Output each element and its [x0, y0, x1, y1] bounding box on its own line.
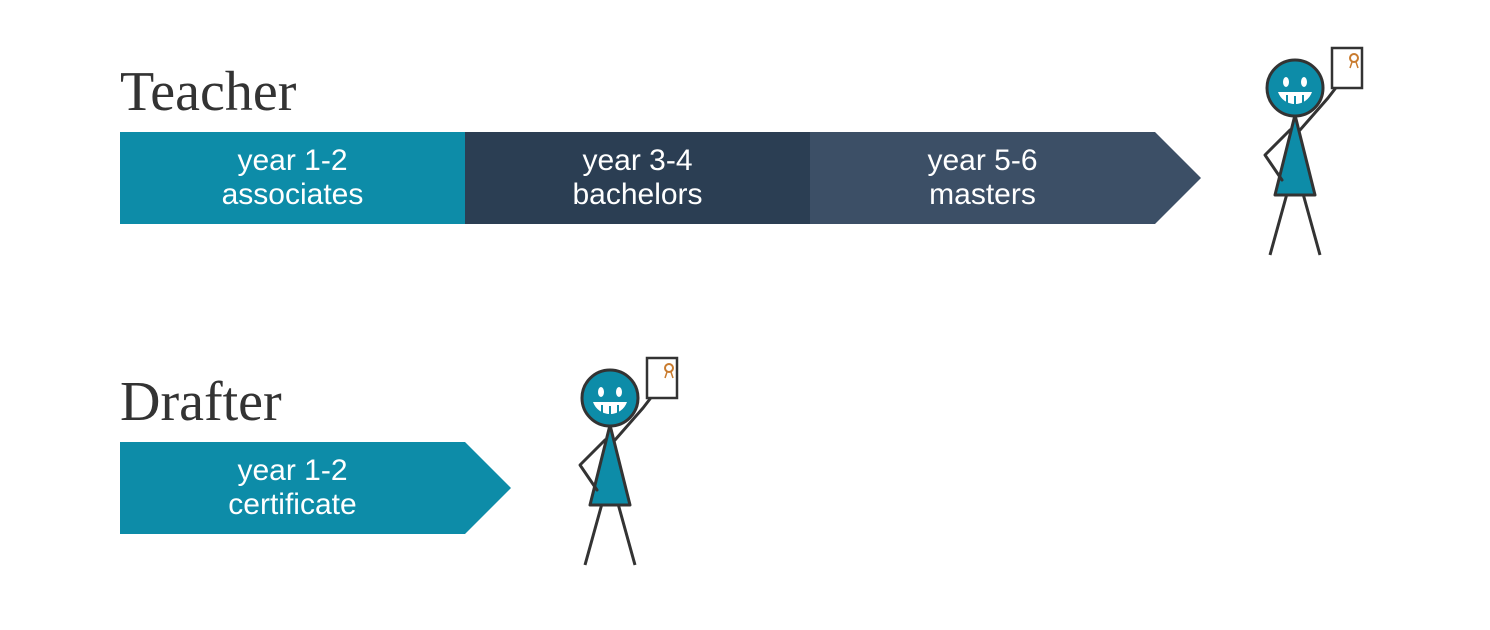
- segment-line1: year 3-4: [582, 144, 692, 179]
- arrow-cap-teacher: [1155, 132, 1201, 224]
- segment-line2: certificate: [228, 488, 356, 523]
- segment-teacher-1: year 3-4 bachelors: [465, 132, 810, 224]
- stick-figure-icon: [545, 350, 685, 580]
- career-teacher: Teacher year 1-2 associates year 3-4 bac…: [120, 60, 1201, 224]
- arrow-drafter: year 1-2 certificate: [120, 442, 511, 534]
- segment-line1: year 1-2: [237, 454, 347, 489]
- stick-figure-teacher: [1230, 40, 1370, 275]
- stick-figure-icon: [1230, 40, 1370, 270]
- career-drafter: Drafter year 1-2 certificate: [120, 370, 511, 534]
- segment-line2: associates: [222, 178, 364, 213]
- stick-figure-drafter: [545, 350, 685, 585]
- segment-line1: year 5-6: [927, 144, 1037, 179]
- segment-line1: year 1-2: [237, 144, 347, 179]
- segment-drafter-0: year 1-2 certificate: [120, 442, 465, 534]
- segment-teacher-0: year 1-2 associates: [120, 132, 465, 224]
- segment-line2: bachelors: [572, 178, 702, 213]
- career-title-drafter: Drafter: [120, 370, 511, 434]
- arrow-teacher: year 1-2 associates year 3-4 bachelors y…: [120, 132, 1201, 224]
- career-title-teacher: Teacher: [120, 60, 1201, 124]
- segment-line2: masters: [929, 178, 1036, 213]
- segment-teacher-2: year 5-6 masters: [810, 132, 1155, 224]
- arrow-cap-drafter: [465, 442, 511, 534]
